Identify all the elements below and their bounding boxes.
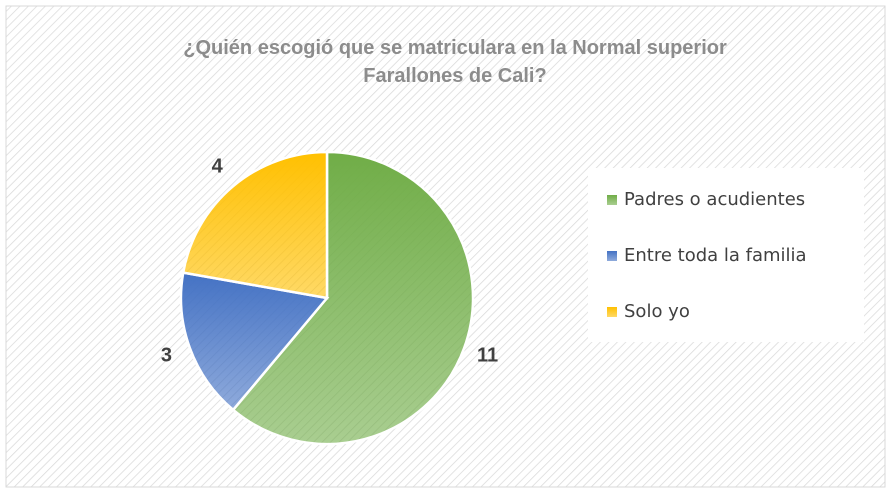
data-label: 4 [212,155,224,177]
chart-title: ¿Quién escogió que se matriculara en la … [183,37,727,87]
legend-swatch [607,307,617,317]
data-label: 3 [161,345,172,367]
data-label: 11 [477,345,498,367]
legend-label: Solo yo [624,301,690,322]
legend-swatch [607,251,617,261]
pie-slice [231,150,475,446]
legend-swatch [607,195,617,205]
pie-slice [181,150,329,300]
pie-slice [179,271,330,412]
legend-label: Entre toda la familia [624,245,807,266]
legend-box [588,168,864,342]
legend-label: Padres o acudientes [624,189,805,210]
